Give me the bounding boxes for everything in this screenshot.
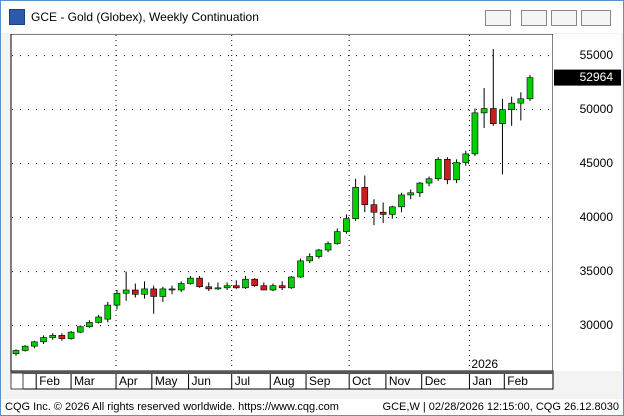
candle-body bbox=[398, 194, 405, 208]
x-tick-label: Dec bbox=[425, 374, 446, 388]
x-tick-label: Feb bbox=[39, 374, 60, 388]
link-button[interactable] bbox=[485, 10, 511, 26]
candle-body bbox=[480, 108, 488, 114]
candle-body bbox=[232, 285, 240, 289]
candle-body bbox=[333, 231, 341, 244]
x-tick-label: Jul bbox=[235, 374, 250, 388]
maximize-button[interactable] bbox=[551, 10, 577, 26]
candle-body bbox=[40, 337, 47, 343]
plot-area bbox=[10, 34, 554, 372]
candle-body bbox=[288, 276, 295, 289]
candle-body bbox=[150, 288, 157, 297]
candle-body bbox=[67, 331, 75, 339]
candle-body bbox=[462, 153, 470, 163]
x-tick-label: Jan bbox=[472, 374, 491, 388]
x-tick-label: Feb bbox=[507, 374, 528, 388]
candle-body bbox=[251, 278, 258, 286]
candle-body bbox=[526, 77, 534, 100]
candle-body bbox=[113, 292, 121, 306]
candle-body bbox=[278, 285, 286, 289]
x-tick-label: Oct bbox=[352, 374, 371, 388]
x-tick-label: Jun bbox=[192, 374, 211, 388]
candle-body bbox=[58, 335, 66, 339]
x-tick-label: Sep bbox=[309, 374, 331, 388]
price-axis bbox=[553, 34, 621, 371]
candle-body bbox=[416, 182, 424, 194]
candle-body bbox=[425, 178, 433, 184]
candle-body bbox=[260, 285, 268, 291]
candle-body bbox=[95, 316, 102, 323]
candle-body bbox=[132, 289, 139, 295]
y-tick-label: 55000 bbox=[580, 48, 614, 62]
candle-body bbox=[444, 158, 451, 181]
candle-body bbox=[214, 287, 222, 290]
status: GCE,W | 02/28/2026 12:15:00, CQG 26.12.8… bbox=[382, 401, 619, 413]
candle-body bbox=[324, 243, 332, 251]
candle-body bbox=[434, 158, 442, 180]
candle-body bbox=[12, 350, 20, 355]
y-tick-label: 45000 bbox=[580, 156, 614, 170]
candle-body bbox=[49, 335, 57, 338]
candle-body bbox=[315, 249, 323, 257]
candle-body bbox=[269, 285, 277, 291]
app-icon bbox=[9, 9, 25, 25]
x-tick-label: Nov bbox=[389, 374, 410, 388]
title-bar: GCE - Gold (Globex), Weekly Continuation bbox=[1, 1, 623, 33]
y-tick-label: 40000 bbox=[580, 210, 614, 224]
window-title: GCE - Gold (Globex), Weekly Continuation bbox=[31, 10, 259, 24]
x-tick-label: Aug bbox=[273, 374, 294, 388]
candle-body bbox=[104, 304, 112, 320]
candle-body bbox=[242, 278, 249, 289]
candle-body bbox=[379, 211, 387, 215]
candle-body bbox=[177, 283, 185, 291]
candle-body bbox=[187, 277, 194, 284]
candle-body bbox=[370, 204, 378, 213]
candle-body bbox=[168, 288, 176, 291]
y-tick-label: 30000 bbox=[580, 318, 614, 332]
minimize-button[interactable] bbox=[521, 10, 547, 26]
last-price-label: 52964 bbox=[580, 70, 614, 84]
candle-body bbox=[407, 192, 414, 196]
candle-body bbox=[517, 98, 525, 104]
candle-body bbox=[306, 256, 314, 262]
candle-body bbox=[21, 345, 29, 351]
chart: 30000 35000 40000 45000 50000 55000 Feb Mar Apr M… bbox=[10, 34, 621, 390]
year-label: 2026 bbox=[471, 357, 498, 371]
scroll-handle[interactable] bbox=[10, 372, 24, 390]
time-axis-strip bbox=[11, 371, 553, 374]
candle-body bbox=[31, 341, 38, 347]
candle-body bbox=[389, 206, 396, 215]
candle-body bbox=[453, 162, 460, 181]
candle-body bbox=[223, 285, 231, 289]
footer: CQG Inc. © 2026 All rights reserved worl… bbox=[1, 399, 623, 415]
candle-body bbox=[159, 288, 167, 297]
candle-body bbox=[297, 260, 304, 278]
close-button[interactable] bbox=[581, 10, 611, 26]
x-tick-label: Apr bbox=[119, 374, 138, 388]
candle-body bbox=[122, 289, 130, 294]
candle-body bbox=[196, 277, 203, 288]
candle-body bbox=[205, 286, 213, 290]
x-tick-label: May bbox=[155, 374, 178, 388]
last-price-box bbox=[554, 69, 621, 86]
copyright: CQG Inc. © 2026 All rights reserved worl… bbox=[5, 401, 339, 413]
candle-body bbox=[361, 187, 369, 205]
y-tick-label: 35000 bbox=[580, 264, 614, 278]
candle-body bbox=[352, 187, 359, 220]
candle-body bbox=[499, 109, 506, 124]
candle-body bbox=[141, 288, 148, 295]
candle-body bbox=[76, 326, 84, 333]
candle-body bbox=[489, 108, 497, 124]
y-tick-label: 50000 bbox=[580, 102, 614, 116]
candle-body bbox=[508, 102, 515, 110]
candle-body bbox=[343, 218, 350, 232]
candle-body bbox=[86, 322, 93, 328]
candle-body bbox=[471, 112, 479, 155]
x-tick-label: Mar bbox=[74, 374, 95, 388]
